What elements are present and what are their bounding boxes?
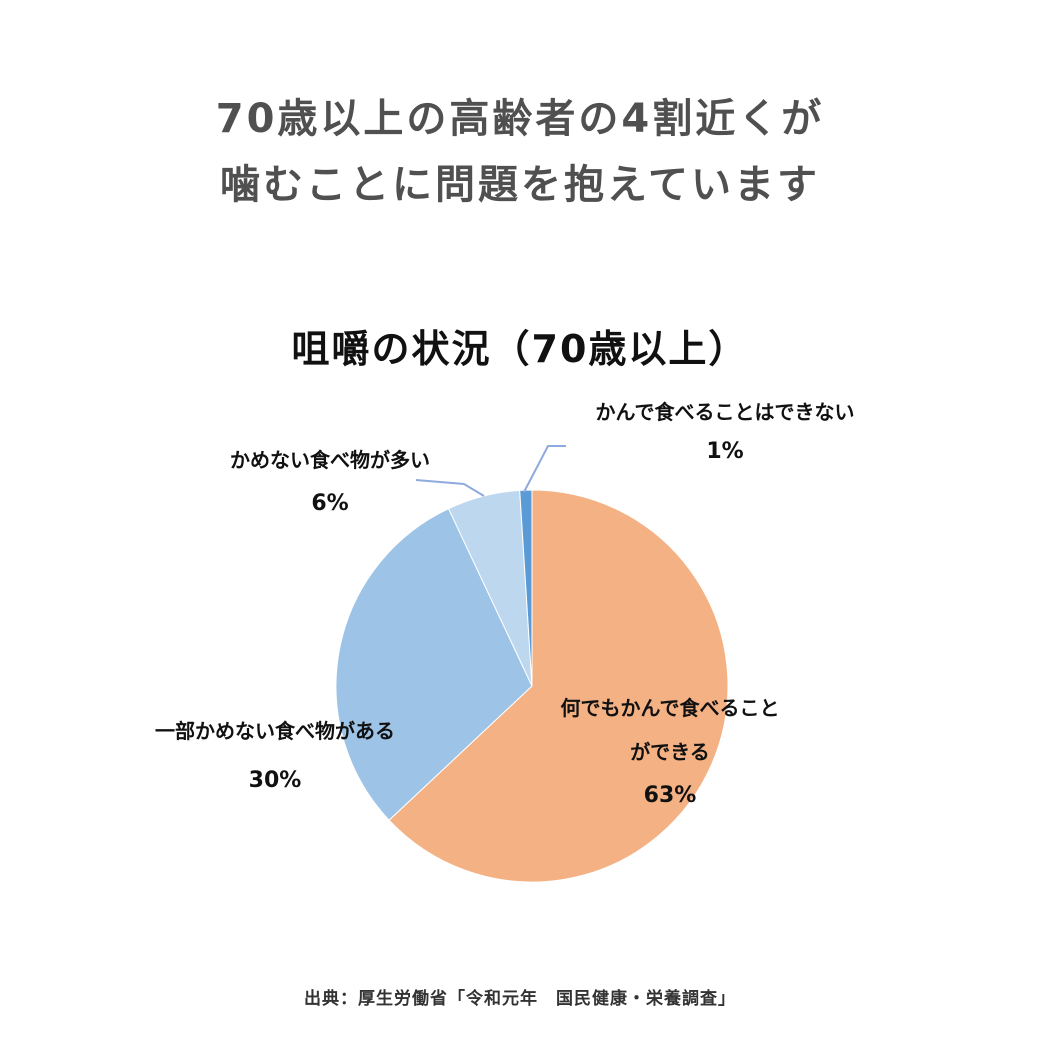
slice-value-some-unchewable: 30% bbox=[248, 768, 302, 793]
slice-value-can-eat-anything: 63% bbox=[643, 783, 697, 808]
slice-name-can-eat-line1: 何でもかんで食べること bbox=[560, 696, 780, 720]
leader-line-cannot-chew bbox=[523, 445, 566, 493]
slice-value-many-unchewable: 6% bbox=[311, 491, 349, 516]
slice-label-many-unchewable: かめない食べ物が多い 6% bbox=[190, 438, 470, 526]
slice-can-eat-anything bbox=[388, 489, 729, 883]
source-note: 出典：厚生労働省「令和元年 国民健康・栄養調査」 bbox=[304, 989, 736, 1009]
leader-line-many-unchewable bbox=[415, 479, 485, 497]
slice-name-can-eat-line2: ができる bbox=[630, 740, 710, 764]
slice-some-unchewable bbox=[335, 507, 533, 821]
headline-line-2: 噛むことに問題を抱えています bbox=[220, 162, 820, 208]
slice-label-cannot-chew: かんで食べることはできない 1% bbox=[560, 392, 890, 472]
slice-label-some-unchewable: 一部かめない食べ物がある 30% bbox=[120, 706, 430, 806]
chart-title: 咀嚼の状況（70歳以上） bbox=[291, 327, 749, 371]
headline-line-1: 70歳以上の高齢者の4割近くが bbox=[215, 96, 825, 142]
slice-name-cannot-chew: かんで食べることはできない bbox=[595, 400, 855, 424]
slice-name-many-unchewable: かめない食べ物が多い bbox=[230, 448, 430, 472]
slice-name-some-unchewable: 一部かめない食べ物がある bbox=[155, 719, 395, 743]
slice-label-can-eat-anything: 何でもかんで食べること ができる 63% bbox=[520, 686, 820, 818]
slice-value-cannot-chew: 1% bbox=[706, 439, 744, 464]
